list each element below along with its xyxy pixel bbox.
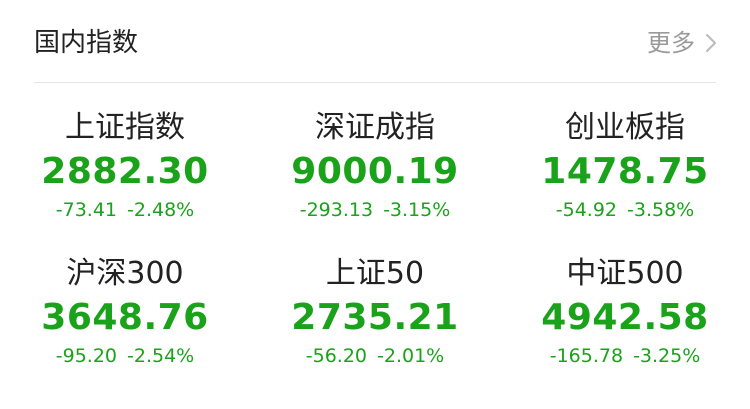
index-name: 上证指数 <box>65 110 185 145</box>
header-divider <box>34 82 716 83</box>
index-tile-chinext[interactable]: 创业板指 1478.75 -54.92 -3.58% <box>500 100 750 260</box>
change-amount: -293.13 <box>299 199 374 221</box>
change-percent: -2.01% <box>377 345 445 367</box>
index-name: 上证50 <box>325 256 425 291</box>
index-value: 2735.21 <box>291 297 459 338</box>
index-change: -95.20 -2.54% <box>0 342 250 370</box>
index-change: -165.78 -3.25% <box>500 342 750 370</box>
card-header: 国内指数 更多 <box>0 0 750 84</box>
index-tile-csi300[interactable]: 沪深300 3648.76 -95.20 -2.54% <box>0 256 250 400</box>
index-change: -293.13 -3.15% <box>250 196 500 224</box>
change-percent: -2.54% <box>127 345 195 367</box>
index-change: -73.41 -2.48% <box>0 196 250 224</box>
index-name: 深证成指 <box>315 110 435 145</box>
change-percent: -2.48% <box>127 199 195 221</box>
change-amount: -54.92 <box>555 199 618 221</box>
change-percent: -3.25% <box>633 345 701 367</box>
more-label: 更多 <box>647 29 695 57</box>
index-name: 中证500 <box>566 256 684 291</box>
index-grid: 上证指数 2882.30 -73.41 -2.48% 深证成指 9000.19 -… <box>0 100 750 400</box>
change-amount: -95.20 <box>55 345 118 367</box>
change-percent: -3.58% <box>627 199 695 221</box>
chevron-right-icon <box>705 33 717 53</box>
change-percent: -3.15% <box>383 199 451 221</box>
index-change: -56.20 -2.01% <box>250 342 500 370</box>
index-value: 9000.19 <box>291 151 459 192</box>
index-tile-sse50[interactable]: 上证50 2735.21 -56.20 -2.01% <box>250 256 500 400</box>
index-tile-shanghai-composite[interactable]: 上证指数 2882.30 -73.41 -2.48% <box>0 100 250 260</box>
index-name: 沪深300 <box>66 256 184 291</box>
index-value: 2882.30 <box>41 151 209 192</box>
index-tile-shenzhen-component[interactable]: 深证成指 9000.19 -293.13 -3.15% <box>250 100 500 260</box>
index-name: 创业板指 <box>565 110 685 145</box>
change-amount: -73.41 <box>55 199 118 221</box>
index-change: -54.92 -3.58% <box>500 196 750 224</box>
index-value: 1478.75 <box>541 151 709 192</box>
card-title: 国内指数 <box>34 28 139 58</box>
index-value: 4942.58 <box>541 297 709 338</box>
index-value: 3648.76 <box>41 297 209 338</box>
more-link[interactable]: 更多 <box>647 27 717 59</box>
change-amount: -165.78 <box>549 345 624 367</box>
change-amount: -56.20 <box>305 345 368 367</box>
index-tile-csi500[interactable]: 中证500 4942.58 -165.78 -3.25% <box>500 256 750 400</box>
